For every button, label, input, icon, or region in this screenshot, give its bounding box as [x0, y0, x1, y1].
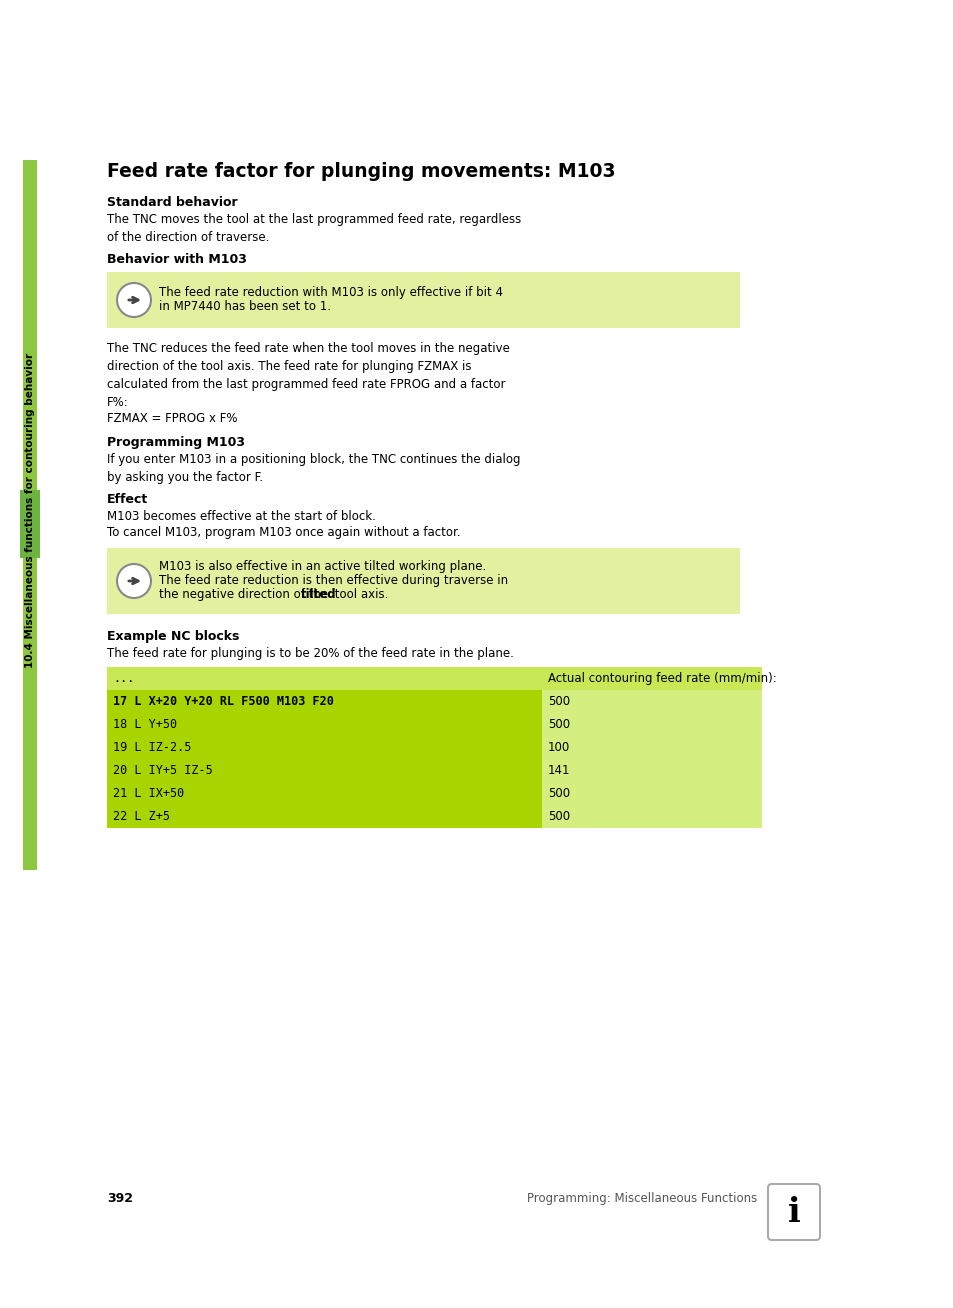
Text: 500: 500	[547, 695, 570, 708]
Text: M103 becomes effective at the start of block.: M103 becomes effective at the start of b…	[107, 510, 375, 523]
FancyBboxPatch shape	[107, 804, 541, 828]
Text: 22 L Z+5: 22 L Z+5	[112, 810, 170, 823]
FancyBboxPatch shape	[541, 804, 761, 828]
Text: FZMAX = FPROG x F%: FZMAX = FPROG x F%	[107, 412, 237, 425]
Text: the negative direction of the: the negative direction of the	[159, 589, 332, 600]
Text: To cancel M103, program M103 once again without a factor.: To cancel M103, program M103 once again …	[107, 526, 460, 539]
Text: M103 is also effective in an active tilted working plane.: M103 is also effective in an active tilt…	[159, 560, 486, 573]
FancyBboxPatch shape	[20, 490, 40, 559]
Text: The TNC reduces the feed rate when the tool moves in the negative
direction of t: The TNC reduces the feed rate when the t…	[107, 341, 509, 409]
Text: The TNC moves the tool at the last programmed feed rate, regardless
of the direc: The TNC moves the tool at the last progr…	[107, 213, 520, 245]
Text: Programming: Miscellaneous Functions: Programming: Miscellaneous Functions	[526, 1192, 757, 1205]
Circle shape	[117, 283, 151, 317]
Text: 19 L IZ-2.5: 19 L IZ-2.5	[112, 742, 192, 753]
FancyBboxPatch shape	[541, 691, 761, 713]
FancyBboxPatch shape	[541, 759, 761, 782]
Text: 392: 392	[107, 1192, 132, 1205]
Text: Example NC blocks: Example NC blocks	[107, 630, 239, 644]
Text: 21 L IX+50: 21 L IX+50	[112, 787, 184, 800]
Text: i: i	[787, 1196, 800, 1228]
FancyBboxPatch shape	[23, 160, 37, 870]
Text: If you enter M103 in a positioning block, the TNC continues the dialog
by asking: If you enter M103 in a positioning block…	[107, 453, 520, 484]
Text: 20 L IY+5 IZ-5: 20 L IY+5 IZ-5	[112, 764, 213, 777]
FancyBboxPatch shape	[541, 713, 761, 736]
Text: 141: 141	[547, 764, 570, 777]
FancyBboxPatch shape	[767, 1184, 820, 1240]
Text: 500: 500	[547, 787, 570, 800]
FancyBboxPatch shape	[107, 548, 740, 613]
FancyBboxPatch shape	[107, 667, 761, 691]
Text: in MP7440 has been set to 1.: in MP7440 has been set to 1.	[159, 300, 331, 313]
Text: Standard behavior: Standard behavior	[107, 196, 237, 209]
Text: tilted: tilted	[300, 589, 335, 600]
Text: 10.4 Miscellaneous functions for contouring behavior: 10.4 Miscellaneous functions for contour…	[25, 352, 35, 667]
Text: 18 L Y+50: 18 L Y+50	[112, 718, 177, 731]
Text: Actual contouring feed rate (mm/min):: Actual contouring feed rate (mm/min):	[547, 672, 776, 685]
Text: 500: 500	[547, 718, 570, 731]
Text: Feed rate factor for plunging movements: M103: Feed rate factor for plunging movements:…	[107, 162, 615, 181]
FancyBboxPatch shape	[107, 713, 541, 736]
FancyBboxPatch shape	[107, 736, 541, 759]
FancyBboxPatch shape	[541, 736, 761, 759]
FancyBboxPatch shape	[107, 759, 541, 782]
Circle shape	[117, 564, 151, 598]
Text: The feed rate reduction with M103 is only effective if bit 4: The feed rate reduction with M103 is onl…	[159, 286, 502, 300]
Text: The feed rate reduction is then effective during traverse in: The feed rate reduction is then effectiv…	[159, 574, 508, 587]
FancyBboxPatch shape	[541, 782, 761, 804]
FancyBboxPatch shape	[107, 782, 541, 804]
FancyBboxPatch shape	[107, 272, 740, 328]
Text: ...: ...	[112, 672, 134, 685]
Text: Programming M103: Programming M103	[107, 436, 245, 449]
Text: tool axis.: tool axis.	[331, 589, 388, 600]
Text: The feed rate for plunging is to be 20% of the feed rate in the plane.: The feed rate for plunging is to be 20% …	[107, 647, 514, 661]
Text: Behavior with M103: Behavior with M103	[107, 252, 247, 266]
FancyBboxPatch shape	[107, 691, 541, 713]
Text: 500: 500	[547, 810, 570, 823]
Text: 17 L X+20 Y+20 RL F500 M103 F20: 17 L X+20 Y+20 RL F500 M103 F20	[112, 695, 334, 708]
Text: Effect: Effect	[107, 493, 148, 506]
Text: 100: 100	[547, 742, 570, 753]
